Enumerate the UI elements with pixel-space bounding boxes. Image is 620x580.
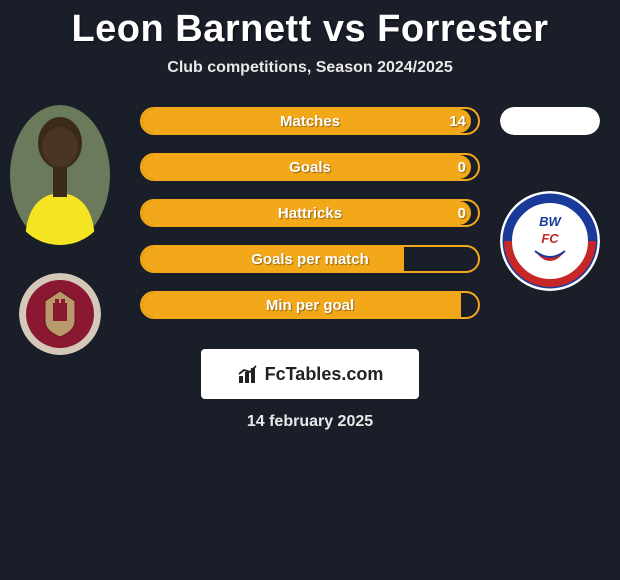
stats-list: Matches 14 Goals 0 Hattricks 0 Goals per… xyxy=(140,105,480,319)
player2-photo-pill xyxy=(500,107,600,135)
date-text: 14 february 2025 xyxy=(0,413,620,431)
stat-row-matches: Matches 14 xyxy=(140,107,480,135)
stat-value-right: 0 xyxy=(458,205,466,222)
stat-label: Goals xyxy=(289,159,331,176)
player2-club-badge: BW FC xyxy=(500,191,600,291)
stat-value-right: 0 xyxy=(458,159,466,176)
player1-photo xyxy=(10,105,110,245)
stat-label: Min per goal xyxy=(266,297,354,314)
chart-icon xyxy=(237,363,259,385)
stat-row-goals-per-match: Goals per match xyxy=(140,245,480,273)
player1-column xyxy=(0,105,120,355)
player2-column: BW FC xyxy=(490,105,610,291)
player1-club-badge xyxy=(19,273,101,355)
stat-label: Hattricks xyxy=(278,205,342,222)
svg-text:FC: FC xyxy=(541,231,559,246)
comparison-main: BW FC Matches 14 Goals 0 Hattricks 0 Goa… xyxy=(0,105,620,319)
stat-label: Goals per match xyxy=(251,251,369,268)
brand-badge: FcTables.com xyxy=(201,349,419,399)
svg-text:BW: BW xyxy=(539,214,562,229)
stat-row-goals: Goals 0 xyxy=(140,153,480,181)
stat-row-hattricks: Hattricks 0 xyxy=(140,199,480,227)
stat-row-min-per-goal: Min per goal xyxy=(140,291,480,319)
stat-value-right: 14 xyxy=(449,113,466,130)
subtitle: Club competitions, Season 2024/2025 xyxy=(0,59,620,77)
page-title: Leon Barnett vs Forrester xyxy=(0,0,620,51)
brand-text: FcTables.com xyxy=(265,364,384,385)
stat-label: Matches xyxy=(280,113,340,130)
